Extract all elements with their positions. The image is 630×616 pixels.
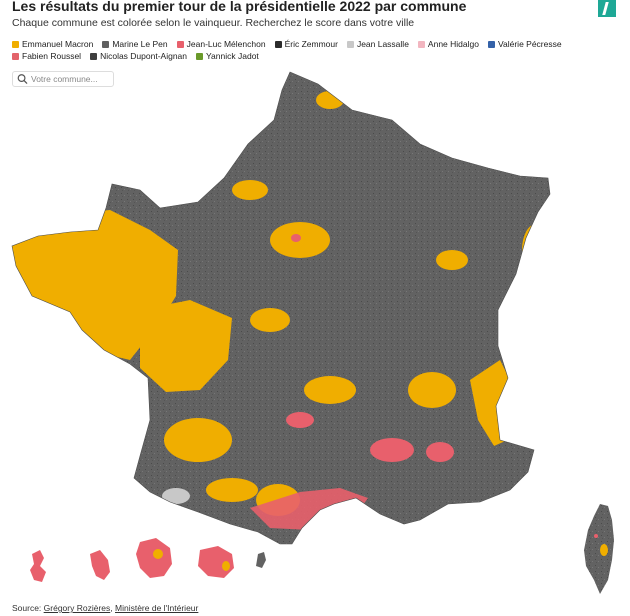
legend-swatch xyxy=(196,52,204,60)
source-separator: , xyxy=(110,603,115,613)
huffpost-logo[interactable] xyxy=(598,0,616,17)
drome-melenchon xyxy=(426,442,454,462)
legend-item-le-pen: Marine Le Pen xyxy=(102,39,168,49)
guyane-shape xyxy=(136,538,172,578)
legend-item-roussel: Fabien Roussel xyxy=(12,51,81,61)
legend-swatch xyxy=(487,40,495,48)
legend-item-dupont-aignan: Nicolas Dupont-Aignan xyxy=(90,51,187,61)
north-macron xyxy=(232,180,268,200)
search-icon xyxy=(17,74,28,84)
legend-label: Éric Zemmour xyxy=(284,39,338,49)
legend-item-pecresse: Valérie Pécresse xyxy=(487,39,562,49)
legend-swatch xyxy=(346,40,354,48)
guadeloupe-shape xyxy=(30,550,46,582)
legend-label: Valérie Pécresse xyxy=(497,39,562,49)
paris-core-melenchon xyxy=(291,234,301,242)
martinique-shape xyxy=(90,550,110,580)
legend-label: Jean Lassalle xyxy=(356,39,409,49)
page-title: Les résultats du premier tour de la prés… xyxy=(12,0,467,14)
legend-swatch xyxy=(12,40,19,48)
lille-macron-area xyxy=(316,91,344,109)
legend: Emmanuel Macron Marine Le Pen Jean-Luc M… xyxy=(12,39,572,61)
reunion-shape xyxy=(198,546,234,578)
source-link-ministry[interactable]: Ministère de l'Intérieur xyxy=(115,603,199,613)
source-prefix: Source: xyxy=(12,603,44,613)
corsica-macron-spot xyxy=(600,544,608,556)
legend-swatch xyxy=(417,40,425,48)
bordeaux-macron-area xyxy=(164,418,232,462)
guyane-macron-spot xyxy=(153,549,163,559)
search-box[interactable] xyxy=(12,71,114,87)
center-macron xyxy=(250,308,290,332)
brittany-macron-area xyxy=(12,210,178,360)
loire-macron-area xyxy=(140,300,232,392)
legend-label: Emmanuel Macron xyxy=(22,39,94,49)
legend-label: Marine Le Pen xyxy=(112,39,168,49)
legend-item-macron: Emmanuel Macron xyxy=(12,39,93,49)
legend-swatch xyxy=(90,52,98,60)
lyon-macron-area xyxy=(408,372,456,408)
legend-item-jadot: Yannick Jadot xyxy=(196,51,259,61)
legend-label: Nicolas Dupont-Aignan xyxy=(100,51,188,61)
southwest-macron xyxy=(206,478,258,502)
pyrenees-lassalle xyxy=(162,488,190,504)
limousin-melenchon xyxy=(286,412,314,428)
search-input[interactable] xyxy=(29,74,113,84)
page-subtitle: Chaque commune est colorée selon le vain… xyxy=(12,17,415,29)
legend-swatch xyxy=(176,40,184,48)
source-line: Source: Grégory Rozières, Ministère de l… xyxy=(12,603,198,613)
east-macron xyxy=(436,250,468,270)
legend-item-hidalgo: Anne Hidalgo xyxy=(417,39,479,49)
legend-swatch xyxy=(12,52,19,60)
source-link-author[interactable]: Grégory Rozières xyxy=(43,603,111,613)
massif-central-macron xyxy=(304,376,356,404)
legend-label: Fabien Roussel xyxy=(22,51,82,61)
legend-swatch xyxy=(102,40,110,48)
legend-label: Anne Hidalgo xyxy=(427,39,479,49)
reunion-macron-spot xyxy=(222,561,230,571)
corsica-shape xyxy=(584,504,614,594)
corsica-melenchon-spot xyxy=(594,534,598,538)
legend-swatch xyxy=(274,40,282,48)
legend-label: Jean-Luc Mélenchon xyxy=(186,39,266,49)
lozere-melenchon xyxy=(370,438,414,462)
legend-item-zemmour: Éric Zemmour xyxy=(274,39,338,49)
alsace-macron-area xyxy=(522,224,550,276)
legend-item-lassalle: Jean Lassalle xyxy=(346,39,409,49)
legend-item-melenchon: Jean-Luc Mélenchon xyxy=(176,39,266,49)
mayotte-shape xyxy=(256,552,266,568)
legend-label: Yannick Jadot xyxy=(206,51,259,61)
results-map[interactable] xyxy=(0,60,630,600)
